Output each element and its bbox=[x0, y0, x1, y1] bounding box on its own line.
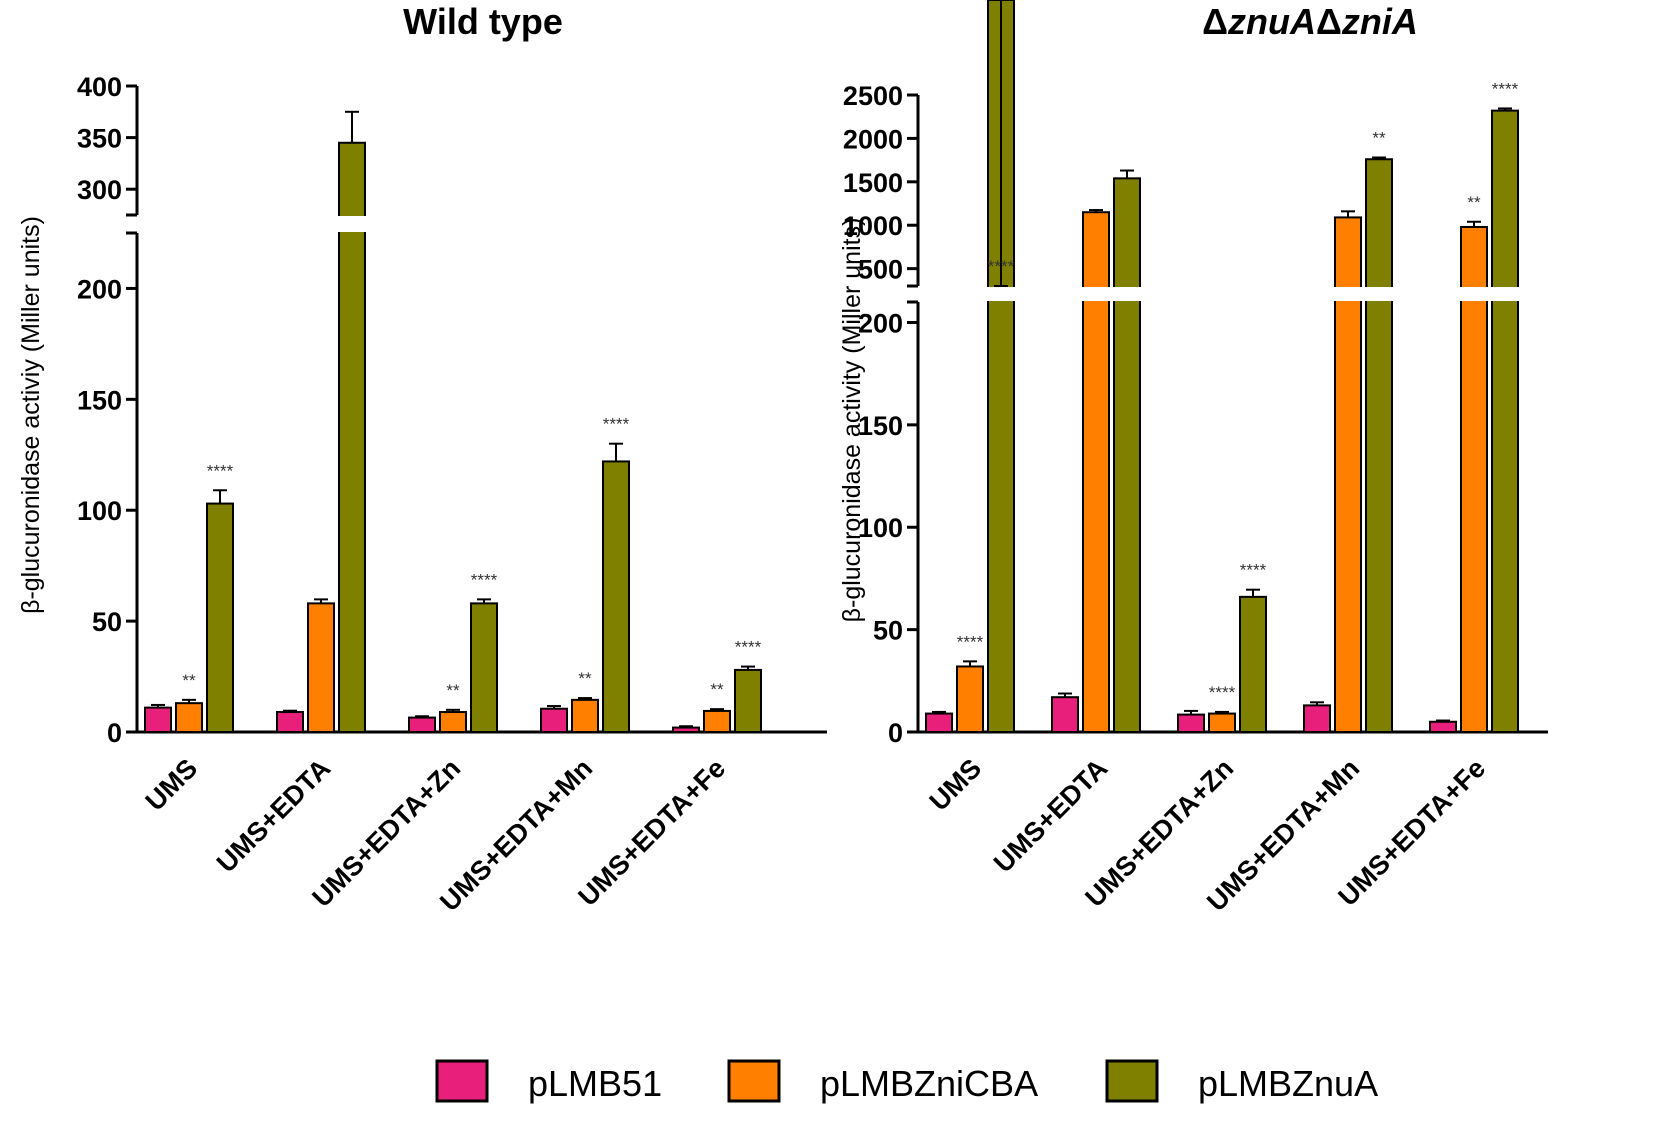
significance-label: ** bbox=[182, 671, 196, 690]
bar-plmbznicba-ums bbox=[956, 665, 984, 734]
significance-label: **** bbox=[603, 415, 630, 434]
bar-plmbznicba-ums-edta-fe bbox=[1460, 225, 1488, 734]
panel-wild-type: Wild type β-glucuronidase activiy (Mille… bbox=[17, 1, 827, 917]
x-tick-label: UMS bbox=[924, 753, 988, 817]
bar-plmbznua-ums-edta-zn bbox=[470, 602, 498, 733]
y-tick-label: 500 bbox=[858, 255, 903, 285]
x-tick-label: UMS+EDTA bbox=[988, 753, 1113, 878]
bar-break-gap bbox=[337, 216, 367, 232]
y-tick-label: 50 bbox=[92, 607, 122, 637]
y-tick-label: 150 bbox=[858, 411, 903, 441]
bar-break-gap bbox=[1112, 287, 1142, 301]
bar-plmbznua-ums-edta-fe bbox=[1491, 109, 1519, 734]
title-delta-2: Δ bbox=[1316, 1, 1342, 42]
bar-plmbznua-ums-edta-mn bbox=[1365, 158, 1393, 733]
bar-plmb51-ums-edta-fe bbox=[1429, 720, 1457, 733]
significance-label: **** bbox=[1240, 561, 1267, 580]
bar-break-gap bbox=[1459, 287, 1489, 301]
chart-marks: 0501001502005001000150020002500********U… bbox=[843, 0, 1548, 917]
bar-plmb51-ums-edta-mn bbox=[1303, 704, 1331, 734]
bar-plmbznicba-ums-edta-zn bbox=[1208, 712, 1236, 733]
legend: pLMB51 pLMBZniCBA pLMBZnuA bbox=[435, 1059, 1378, 1104]
y-tick-label: 200 bbox=[77, 274, 122, 304]
bar-plmbznua-ums-edta bbox=[338, 141, 366, 733]
bar-plmbznua-ums bbox=[206, 502, 234, 733]
title-gene-1: znuA bbox=[1227, 1, 1316, 42]
y-tick-label: 300 bbox=[77, 175, 122, 205]
y-tick-label: 0 bbox=[107, 718, 122, 748]
significance-label: **** bbox=[1209, 683, 1236, 702]
title-gene-2: zniA bbox=[1341, 1, 1418, 42]
bar-break-gap bbox=[1364, 287, 1394, 301]
y-tick-label: 2000 bbox=[843, 124, 903, 154]
chart-title: Wild type bbox=[403, 1, 563, 42]
x-tick-label: UMS bbox=[140, 753, 204, 817]
chart-title: ΔznuAΔzniA bbox=[1202, 1, 1418, 42]
bar-plmb51-ums bbox=[925, 712, 953, 733]
bar-plmb51-ums-edta-mn bbox=[540, 707, 568, 733]
bar-plmbznicba-ums-edta bbox=[307, 602, 335, 733]
significance-label: **** bbox=[957, 632, 984, 651]
bar-plmb51-ums bbox=[144, 706, 172, 733]
y-tick-label: 400 bbox=[77, 72, 122, 102]
y-tick-label: 350 bbox=[77, 124, 122, 154]
significance-label: ** bbox=[1372, 129, 1386, 148]
bar-plmb51-ums-edta-zn bbox=[408, 716, 436, 734]
y-tick-label: 2500 bbox=[843, 81, 903, 111]
significance-label: ** bbox=[446, 681, 460, 700]
bar-plmb51-ums-edta-zn bbox=[1177, 713, 1205, 733]
y-tick-label: 1000 bbox=[843, 211, 903, 241]
y-tick-label: 100 bbox=[858, 513, 903, 543]
y-tick-label: 1500 bbox=[843, 168, 903, 198]
y-tick-label: 50 bbox=[873, 616, 903, 646]
bar-break-gap bbox=[986, 287, 1016, 301]
y-tick-label: 100 bbox=[77, 496, 122, 526]
legend-label-plmbznicba: pLMBZniCBA bbox=[820, 1063, 1038, 1104]
y-tick-label: 0 bbox=[888, 718, 903, 748]
bar-break-gap bbox=[1333, 287, 1363, 301]
legend-item-plmbznua: pLMBZnuA bbox=[1105, 1059, 1378, 1104]
bar-plmbznicba-ums-edta-zn bbox=[439, 711, 467, 733]
x-tick-label: UMS+EDTA+Fe bbox=[572, 753, 731, 912]
legend-swatch-plmb51 bbox=[435, 1059, 489, 1103]
bar-plmb51-ums-edta-fe bbox=[672, 726, 700, 734]
y-axis-label: β-glucuronidase activity (Miller units) bbox=[838, 218, 866, 623]
significance-label: **** bbox=[207, 461, 234, 480]
bar-break-gap bbox=[1490, 287, 1520, 301]
legend-label-plmb51: pLMB51 bbox=[528, 1063, 662, 1104]
bar-plmbznua-ums-edta-fe bbox=[734, 668, 762, 733]
significance-label: ** bbox=[578, 669, 592, 688]
bar-plmb51-ums-edta bbox=[1051, 696, 1079, 734]
bar-plmbznua-ums-edta-mn bbox=[602, 460, 630, 733]
significance-label: ** bbox=[710, 680, 724, 699]
bar-plmbznua-ums-edta bbox=[1113, 177, 1141, 733]
y-axis-label: β-glucuronidase activiy (Miller units) bbox=[17, 216, 45, 614]
legend-swatch-plmbznicba bbox=[727, 1059, 781, 1103]
significance-label: **** bbox=[988, 257, 1015, 276]
bar-plmbznua-ums-edta-zn bbox=[1239, 595, 1267, 733]
significance-label: **** bbox=[735, 638, 762, 657]
title-delta-1: Δ bbox=[1202, 1, 1228, 42]
legend-swatch-plmbznua bbox=[1105, 1059, 1159, 1103]
legend-item-plmb51: pLMB51 bbox=[435, 1059, 662, 1104]
legend-item-plmbznicba: pLMBZniCBA bbox=[727, 1059, 1038, 1104]
bar-plmbznicba-ums-edta-fe bbox=[703, 709, 731, 733]
bar-plmb51-ums-edta bbox=[276, 711, 304, 733]
y-tick-label: 200 bbox=[858, 308, 903, 338]
y-tick-label: 150 bbox=[77, 385, 122, 415]
significance-label: **** bbox=[471, 570, 498, 589]
bar-plmbznicba-ums bbox=[175, 702, 203, 733]
x-tick-label: UMS+EDTA bbox=[211, 753, 336, 878]
significance-label: **** bbox=[1492, 79, 1519, 98]
significance-label: ** bbox=[1467, 193, 1481, 212]
bar-plmbznicba-ums-edta-mn bbox=[571, 698, 599, 733]
bar-break-gap bbox=[1081, 287, 1111, 301]
legend-label-plmbznua: pLMBZnuA bbox=[1198, 1063, 1378, 1104]
panel-znua-znia: ΔznuAΔzniA β-glucuronidase activity (Mil… bbox=[838, 0, 1548, 917]
